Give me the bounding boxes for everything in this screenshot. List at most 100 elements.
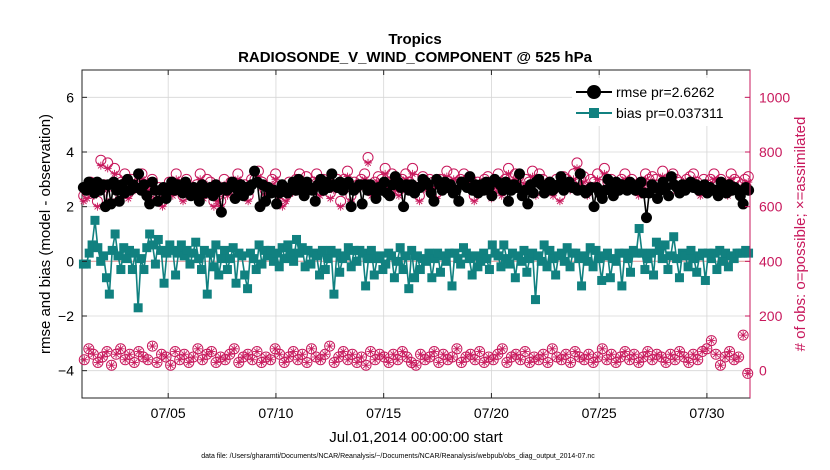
- obs-assimilated-marker: [352, 358, 361, 367]
- obs-assimilated-marker: [80, 355, 89, 364]
- bias-marker: [654, 245, 664, 255]
- bias-marker: [536, 256, 546, 266]
- bias-marker: [332, 248, 342, 258]
- obs-assimilated-marker: [202, 350, 211, 359]
- rmse-marker: [298, 190, 310, 202]
- chart-subtitle: RADIOSONDE_V_WIND_COMPONENT @ 525 hPa: [238, 49, 593, 66]
- bias-marker: [125, 245, 135, 255]
- bias-marker: [228, 243, 238, 253]
- bias-marker: [594, 254, 604, 264]
- bias-marker: [433, 248, 443, 258]
- ticks-layer: 07/05 07/10 07/15 07/20 07/25 07/30 −4 −2 0 2 4 6 0 2…: [58, 70, 790, 421]
- obs-assimilated-marker: [421, 355, 430, 364]
- bias-marker: [185, 259, 195, 269]
- obs-assimilated-marker: [607, 350, 616, 359]
- obs-assimilated-marker: [539, 350, 548, 359]
- obs-assimilated-marker: [443, 355, 452, 364]
- bias-marker: [556, 248, 566, 258]
- y2-tick-label: 400: [759, 253, 783, 269]
- rmse-marker: [500, 176, 512, 188]
- y-tick-label: −4: [58, 363, 74, 379]
- x-tick-label: 07/25: [582, 405, 617, 421]
- obs-assimilated-marker: [98, 353, 107, 361]
- obs-possible-marker: [206, 346, 218, 358]
- obs-assimilated-marker: [212, 358, 221, 367]
- obs-assimilated-marker: [412, 361, 420, 370]
- bias-marker: [410, 273, 420, 283]
- bias-marker: [398, 265, 408, 275]
- bias-marker: [663, 265, 673, 275]
- obs-possible-marker: [360, 359, 372, 371]
- bias-marker: [427, 273, 437, 283]
- bias-marker: [303, 245, 313, 255]
- rmse-marker: [226, 176, 238, 188]
- obs-assimilated-marker: [584, 350, 593, 359]
- bias-marker: [179, 251, 189, 261]
- bias-marker: [672, 254, 682, 264]
- rmse-marker: [743, 184, 755, 196]
- bias-marker: [424, 248, 434, 258]
- bias-marker: [499, 240, 509, 250]
- obs-possible-marker: [106, 359, 118, 371]
- obs-assimilated-marker: [571, 347, 580, 356]
- y2-axis-label: # of obs: o=possible; ×=assimilated: [792, 117, 809, 352]
- obs-assimilated-marker: [707, 336, 716, 345]
- bias-marker: [292, 234, 302, 244]
- obs-possible-marker: [151, 356, 163, 368]
- bias-marker: [107, 245, 117, 255]
- obs-assimilated-marker: [198, 355, 207, 364]
- bias-marker: [447, 281, 457, 291]
- obs-assimilated-marker: [143, 355, 152, 364]
- bias-marker: [165, 240, 175, 250]
- obs-possible-marker: [165, 359, 177, 371]
- bias-marker: [363, 254, 373, 264]
- obs-assimilated-marker: [281, 197, 290, 206]
- bias-marker: [565, 262, 575, 272]
- y-tick-label: 6: [66, 89, 74, 105]
- bias-marker: [274, 262, 284, 272]
- obs-assimilated-marker: [598, 344, 607, 353]
- obs-assimilated-marker: [652, 350, 661, 359]
- bias-marker: [153, 234, 163, 244]
- bias-marker: [346, 262, 356, 272]
- bias-marker: [533, 251, 543, 261]
- bias-marker: [315, 270, 325, 280]
- y2-tick-label: 1000: [759, 89, 790, 105]
- obs-assimilated-marker: [593, 353, 602, 361]
- obs-assimilated-marker: [457, 358, 466, 367]
- bias-marker: [715, 245, 725, 255]
- obs-assimilated-marker: [721, 353, 730, 361]
- bias-marker: [168, 245, 178, 255]
- bias-marker: [602, 248, 612, 258]
- bias-marker: [519, 245, 529, 255]
- obs-assimilated-marker: [243, 350, 252, 359]
- obs-assimilated-marker: [112, 350, 121, 359]
- bias-marker: [605, 273, 615, 283]
- obs-assimilated-marker: [621, 347, 630, 356]
- bias-marker: [245, 248, 255, 258]
- obs-assimilated-marker: [415, 197, 424, 206]
- bias-marker: [387, 251, 397, 261]
- obs-assimilated-marker: [157, 350, 166, 359]
- bias-marker: [99, 251, 109, 261]
- obs-possible-marker: [737, 329, 749, 341]
- chart-title: Tropics: [388, 31, 441, 48]
- bias-marker: [651, 237, 661, 247]
- bias-marker: [545, 245, 555, 255]
- obs-assimilated-marker: [407, 358, 416, 367]
- x-axis-label: Jul.01,2014 00:00:00 start: [329, 429, 503, 446]
- bias-marker: [113, 251, 123, 261]
- bias-marker: [703, 248, 713, 258]
- bias-marker: [513, 251, 523, 261]
- bias-marker: [297, 243, 307, 253]
- obs-assimilated-marker: [425, 353, 434, 361]
- bias-marker: [744, 248, 754, 258]
- bias-marker: [479, 248, 489, 258]
- obs-assimilated-marker: [643, 347, 652, 356]
- bias-marker: [211, 240, 221, 250]
- obs-assimilated-marker: [357, 353, 366, 361]
- bias-marker: [470, 251, 480, 261]
- bias-marker: [214, 270, 224, 280]
- bias-marker: [729, 254, 739, 264]
- bias-marker: [93, 243, 103, 253]
